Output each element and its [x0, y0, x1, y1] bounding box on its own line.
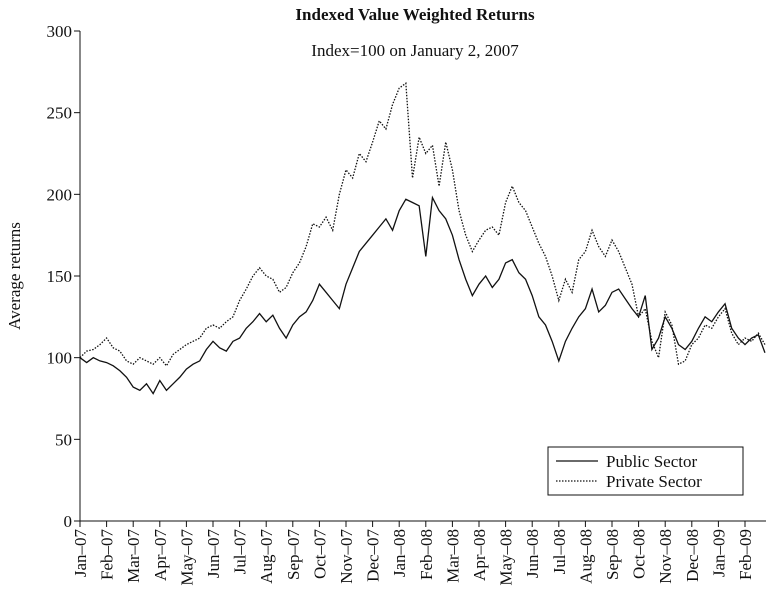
- x-tick-label: Dec–07: [364, 529, 383, 582]
- y-tick-label: 50: [55, 430, 72, 449]
- x-tick-label: Mar–07: [124, 529, 143, 583]
- x-tick-label: Jun–08: [523, 529, 542, 578]
- x-tick-label: Nov–07: [337, 529, 356, 584]
- y-tick-label: 300: [47, 22, 73, 41]
- x-tick-label: Aug–07: [257, 529, 276, 584]
- x-tick-label: May–07: [177, 529, 196, 586]
- x-tick-label: Jan–07: [71, 529, 90, 578]
- x-tick-label: Feb–09: [736, 529, 755, 580]
- x-tick-label: Aug–08: [576, 529, 595, 584]
- series-line: [79, 82, 766, 367]
- x-tick-label: Nov–08: [656, 529, 675, 584]
- y-tick-label: 0: [64, 512, 73, 531]
- x-tick-label: Feb–07: [98, 529, 117, 581]
- x-tick-label: Sep–07: [284, 529, 303, 581]
- series-line: [79, 195, 766, 395]
- x-tick-label: Jan–09: [709, 529, 728, 577]
- x-tick-label: Mar–08: [443, 529, 462, 583]
- y-tick-label: 150: [47, 267, 73, 286]
- legend-label: Public Sector: [606, 452, 697, 471]
- x-tick-label: Apr–08: [470, 529, 489, 581]
- y-axis-label: Average returns: [5, 222, 24, 330]
- legend-label: Private Sector: [606, 472, 702, 491]
- x-tick-label: Jun–07: [204, 529, 223, 579]
- chart-title: Indexed Value Weighted Returns: [295, 5, 535, 24]
- y-tick-label: 100: [47, 349, 73, 368]
- x-tick-label: Apr–07: [151, 529, 170, 581]
- chart-subtitle: Index=100 on January 2, 2007: [311, 41, 519, 60]
- x-tick-label: Jul–08: [550, 529, 569, 574]
- y-tick-label: 200: [47, 185, 73, 204]
- x-tick-label: Dec–08: [683, 529, 702, 582]
- x-tick-label: Oct–07: [310, 529, 329, 580]
- y-tick-label: 250: [47, 104, 73, 123]
- x-tick-label: Oct–08: [630, 529, 649, 579]
- x-tick-label: Jan–08: [390, 529, 409, 577]
- x-tick-label: Jul–07: [231, 529, 250, 575]
- x-tick-label: Sep–08: [603, 529, 622, 580]
- x-tick-label: May–08: [497, 529, 516, 586]
- legend-box: [547, 446, 744, 496]
- x-tick-label: Feb–08: [417, 529, 436, 580]
